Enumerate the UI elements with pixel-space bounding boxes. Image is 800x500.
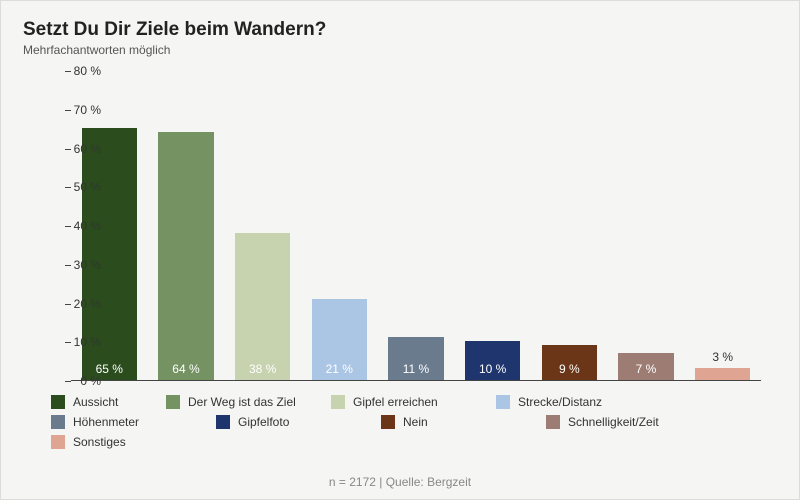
bar: 3 % <box>695 368 750 380</box>
legend-label: Der Weg ist das Ziel <box>188 395 296 409</box>
legend-label: Strecke/Distanz <box>518 395 602 409</box>
legend-swatch <box>51 395 65 409</box>
chart-footer: n = 2172 | Quelle: Bergzeit <box>1 475 799 489</box>
legend-swatch <box>51 435 65 449</box>
legend-swatch <box>496 395 510 409</box>
bar: 11 % <box>388 337 443 380</box>
bar-value-label: 9 % <box>542 362 597 376</box>
legend-label: Schnelligkeit/Zeit <box>568 415 659 429</box>
plot-area: 65 %64 %38 %21 %11 %10 %9 %7 %3 % <box>71 71 761 381</box>
y-axis-label: 50 % <box>51 180 101 194</box>
y-axis-label: 80 % <box>51 64 101 78</box>
chart-subtitle: Mehrfachantworten möglich <box>23 43 777 57</box>
legend-item: Aussicht <box>51 395 166 409</box>
legend-swatch <box>166 395 180 409</box>
legend-label: Aussicht <box>73 395 118 409</box>
bar: 10 % <box>465 341 520 380</box>
legend-swatch <box>381 415 395 429</box>
bar-value-label: 64 % <box>158 362 213 376</box>
legend-item: Höhenmeter <box>51 415 216 429</box>
bar: 9 % <box>542 345 597 380</box>
bar: 38 % <box>235 233 290 380</box>
legend-swatch <box>331 395 345 409</box>
y-axis-label: 60 % <box>51 142 101 156</box>
legend-item: Sonstiges <box>51 435 216 449</box>
chart-container: Setzt Du Dir Ziele beim Wandern? Mehrfac… <box>0 0 800 500</box>
bar-value-label: 38 % <box>235 362 290 376</box>
legend-label: Nein <box>403 415 428 429</box>
bar-value-label: 11 % <box>388 362 443 376</box>
legend-label: Höhenmeter <box>73 415 139 429</box>
y-axis-label: 70 % <box>51 103 101 117</box>
y-axis-label: 0 % <box>51 374 101 388</box>
y-axis-label: 10 % <box>51 335 101 349</box>
bar-value-label: 21 % <box>312 362 367 376</box>
legend: Aussicht Der Weg ist das Ziel Gipfel errei… <box>51 395 771 449</box>
y-axis-label: 30 % <box>51 258 101 272</box>
bar: 7 % <box>618 353 673 380</box>
legend-item: Gipfel erreichen <box>331 395 496 409</box>
bar-value-label: 10 % <box>465 362 520 376</box>
bar: 21 % <box>312 299 367 380</box>
y-axis-label: 40 % <box>51 219 101 233</box>
legend-label: Gipfel erreichen <box>353 395 438 409</box>
bar-value-label: 7 % <box>618 362 673 376</box>
legend-item: Der Weg ist das Ziel <box>166 395 331 409</box>
bar-value-label: 3 % <box>695 350 750 364</box>
chart-title: Setzt Du Dir Ziele beim Wandern? <box>23 19 777 41</box>
legend-item: Nein <box>381 415 546 429</box>
legend-item: Gipfelfoto <box>216 415 381 429</box>
legend-swatch <box>546 415 560 429</box>
legend-item: Strecke/Distanz <box>496 395 661 409</box>
legend-swatch <box>51 415 65 429</box>
legend-label: Sonstiges <box>73 435 126 449</box>
y-axis-label: 20 % <box>51 297 101 311</box>
legend-item: Schnelligkeit/Zeit <box>546 415 711 429</box>
bar: 64 % <box>158 132 213 380</box>
legend-label: Gipfelfoto <box>238 415 289 429</box>
legend-swatch <box>216 415 230 429</box>
